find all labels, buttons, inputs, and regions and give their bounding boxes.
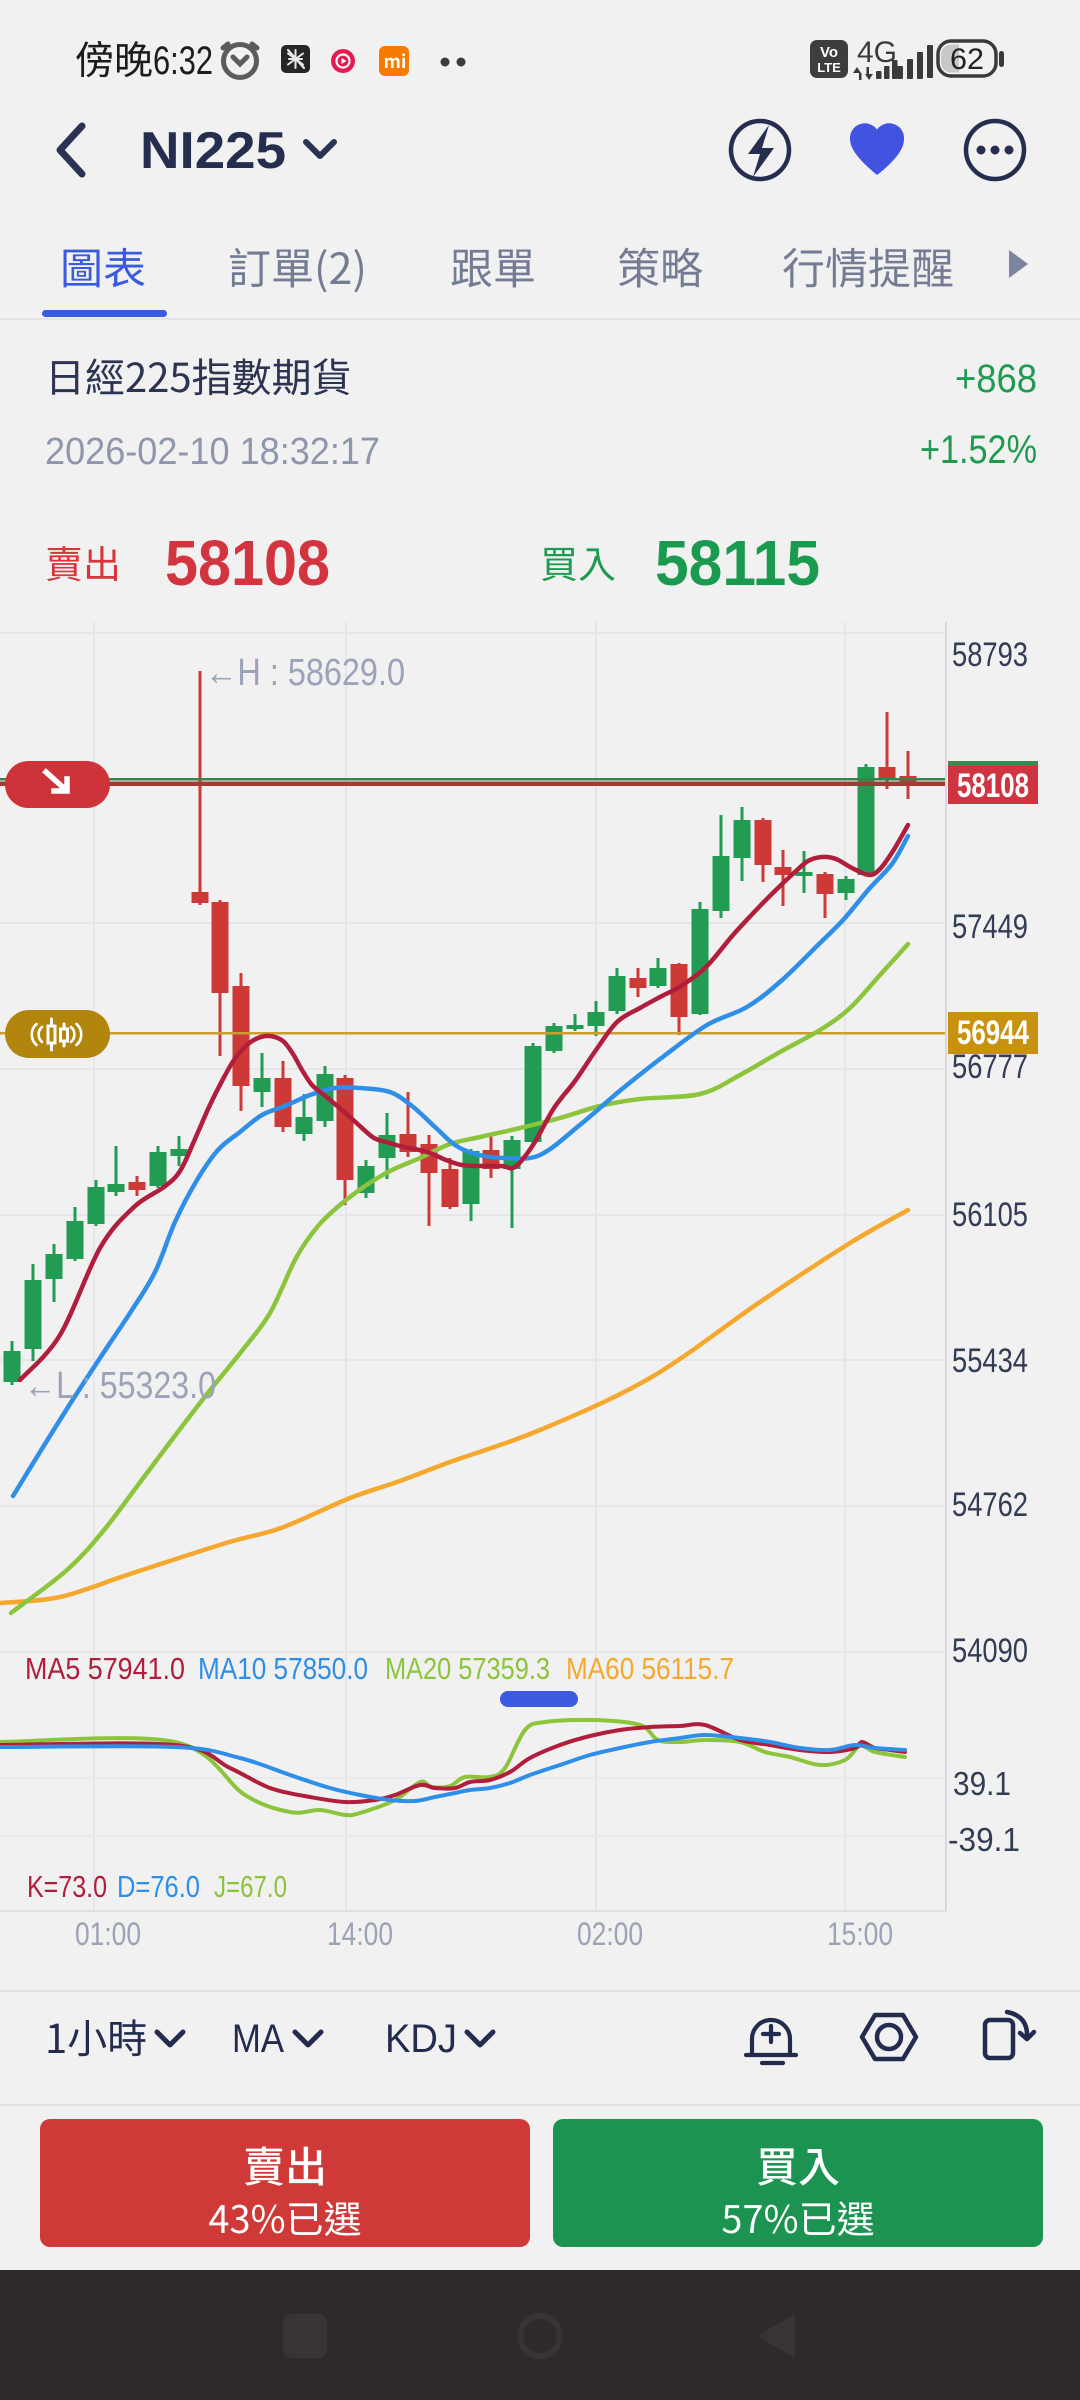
svg-text:←L : 55323.0: ←L : 55323.0 xyxy=(24,1365,216,1407)
svg-text:56105: 56105 xyxy=(952,1196,1028,1234)
svg-text:←H : 58629.0: ←H : 58629.0 xyxy=(205,652,405,694)
svg-text:6:32: 6:32 xyxy=(153,39,213,83)
svg-text:MA5 57941.0: MA5 57941.0 xyxy=(25,1651,185,1686)
svg-text:MA20 57359.3: MA20 57359.3 xyxy=(385,1651,550,1686)
svg-text:02:00: 02:00 xyxy=(577,1916,643,1952)
svg-text:58793: 58793 xyxy=(952,636,1028,674)
svg-text:57449: 57449 xyxy=(952,908,1028,946)
svg-text:MA: MA xyxy=(232,2017,284,2061)
svg-text:NI225: NI225 xyxy=(140,122,286,180)
svg-text:01:00: 01:00 xyxy=(75,1916,141,1952)
svg-text:KDJ: KDJ xyxy=(385,2017,457,2061)
svg-text:-39.1: -39.1 xyxy=(948,1821,1020,1858)
svg-text:56777: 56777 xyxy=(952,1048,1028,1086)
svg-text:56944: 56944 xyxy=(957,1014,1029,1052)
svg-text:58115: 58115 xyxy=(655,527,820,599)
svg-text:15:00: 15:00 xyxy=(827,1916,893,1952)
svg-text:62: 62 xyxy=(950,43,984,76)
svg-text:4G: 4G xyxy=(857,36,897,69)
svg-text:39.1: 39.1 xyxy=(953,1765,1011,1802)
svg-text:2026-02-10 18:32:17: 2026-02-10 18:32:17 xyxy=(45,431,380,473)
svg-text:LTE: LTE xyxy=(817,60,841,75)
svg-text:14:00: 14:00 xyxy=(327,1916,393,1952)
svg-text:MA10 57850.0: MA10 57850.0 xyxy=(198,1651,368,1686)
svg-text:58108: 58108 xyxy=(957,767,1029,805)
svg-text:Vo: Vo xyxy=(820,44,838,61)
svg-text:MA60 56115.7: MA60 56115.7 xyxy=(566,1651,734,1686)
svg-text:54090: 54090 xyxy=(952,1632,1028,1670)
svg-text:55434: 55434 xyxy=(952,1342,1028,1380)
svg-text:+1.52%: +1.52% xyxy=(920,428,1037,472)
svg-text:+868: +868 xyxy=(955,357,1037,401)
svg-text:54762: 54762 xyxy=(952,1486,1028,1524)
svg-text:J=67.0: J=67.0 xyxy=(214,1869,287,1904)
svg-text:D=76.0: D=76.0 xyxy=(117,1869,200,1904)
svg-text:58108: 58108 xyxy=(165,527,330,599)
svg-text:K=73.0: K=73.0 xyxy=(27,1869,107,1904)
